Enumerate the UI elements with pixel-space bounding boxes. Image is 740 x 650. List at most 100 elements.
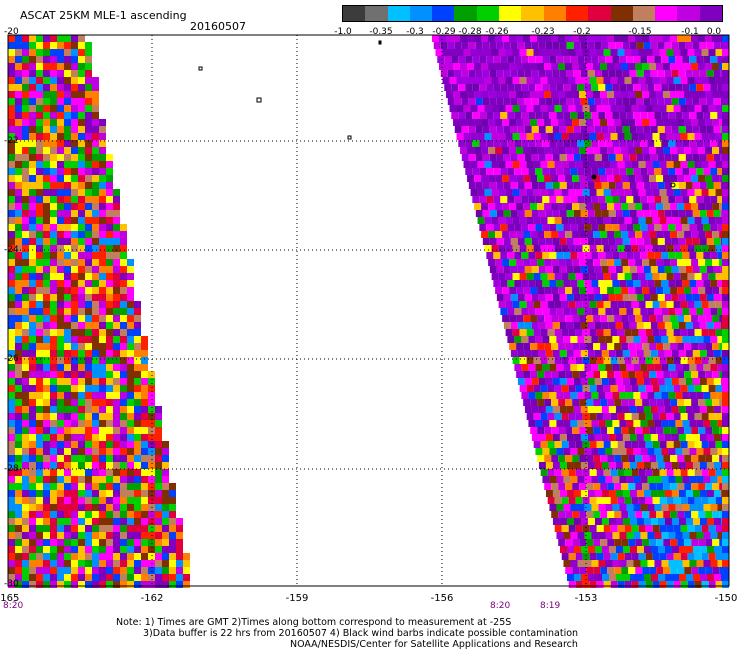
swath-cell	[530, 203, 538, 210]
swath-cell	[15, 364, 22, 371]
swath-cell	[141, 574, 148, 581]
swath-cell	[640, 364, 648, 371]
swath-cell	[538, 70, 546, 77]
swath-cell	[43, 98, 50, 105]
swath-cell	[64, 399, 71, 406]
swath-cell	[113, 273, 120, 280]
swath-cell	[636, 518, 644, 525]
swath-cell	[703, 252, 711, 259]
swath-cell	[615, 294, 623, 301]
swath-cell	[169, 518, 176, 525]
swath-cell	[563, 336, 571, 343]
swath-cell	[671, 238, 679, 245]
swath-cell	[64, 448, 71, 455]
swath-cell	[656, 259, 664, 266]
swath-cell	[638, 497, 646, 504]
swath-cell	[50, 70, 57, 77]
swath-cell	[586, 231, 594, 238]
swath-cell	[29, 294, 36, 301]
swath-cell	[612, 504, 620, 511]
swath-cell	[663, 511, 671, 518]
swath-cell	[624, 77, 632, 84]
swath-cell	[596, 469, 604, 476]
swath-cell	[619, 532, 627, 539]
swath-cell	[50, 266, 57, 273]
swath-cell	[512, 301, 520, 308]
swath-cell	[78, 77, 85, 84]
swath-cell	[671, 490, 679, 497]
swath-cell	[8, 203, 15, 210]
swath-cell	[689, 252, 697, 259]
swath-cell	[29, 168, 36, 175]
swath-cell	[685, 294, 693, 301]
swath-cell	[113, 392, 120, 399]
swath-cell	[120, 462, 127, 469]
swath-cell	[92, 434, 99, 441]
swath-cell	[577, 224, 585, 231]
swath-cell	[566, 238, 574, 245]
swath-cell	[694, 525, 702, 532]
swath-cell	[545, 182, 553, 189]
swath-cell	[71, 77, 78, 84]
swath-cell	[691, 567, 699, 574]
swath-cell	[85, 196, 92, 203]
swath-cell	[78, 266, 85, 273]
swath-cell	[615, 406, 623, 413]
swath-cell	[684, 259, 692, 266]
swath-cell	[664, 182, 672, 189]
swath-cell	[509, 259, 517, 266]
swath-cell	[92, 119, 99, 126]
swath-cell	[582, 525, 590, 532]
swath-cell	[8, 196, 15, 203]
swath-cell	[689, 364, 697, 371]
swath-cell	[440, 70, 448, 77]
swath-cell	[577, 448, 585, 455]
swath-cell	[689, 224, 697, 231]
swath-cell	[92, 518, 99, 525]
swath-cell	[50, 287, 57, 294]
swath-cell	[615, 322, 623, 329]
swath-cell	[668, 196, 676, 203]
swath-cell	[605, 252, 613, 259]
swath-cell	[708, 581, 716, 588]
swath-cell	[668, 448, 676, 455]
swath-cell	[617, 273, 625, 280]
swath-cell	[461, 154, 469, 161]
swath-cell	[610, 441, 618, 448]
swath-cell	[29, 182, 36, 189]
swath-cell	[71, 98, 78, 105]
swath-cell	[148, 455, 155, 462]
swath-cell	[638, 329, 646, 336]
swath-cell	[589, 133, 597, 140]
swath-cell	[684, 455, 692, 462]
swath-cell	[659, 413, 667, 420]
color-scale-swatch	[499, 6, 522, 21]
swath-cell	[148, 567, 155, 574]
swath-cell	[670, 119, 678, 126]
swath-cell	[92, 553, 99, 560]
swath-cell	[432, 35, 439, 42]
swath-cell	[717, 336, 725, 343]
swath-cell	[43, 357, 50, 364]
swath-cell	[705, 455, 713, 462]
swath-cell	[113, 455, 120, 462]
swath-cell	[649, 539, 657, 546]
swath-cell	[551, 259, 559, 266]
swath-cell	[570, 448, 578, 455]
swath-cell	[22, 168, 29, 175]
swath-cell	[545, 154, 553, 161]
swath-cell	[575, 245, 583, 252]
swath-cell	[141, 448, 148, 455]
swath-cell	[15, 511, 22, 518]
swath-cell	[661, 168, 669, 175]
swath-cell	[684, 315, 692, 322]
swath-cell	[694, 469, 702, 476]
swath-cell	[15, 77, 22, 84]
swath-cell	[92, 126, 99, 133]
swath-cell	[561, 49, 569, 56]
swath-cell	[605, 140, 613, 147]
swath-cell	[694, 49, 702, 56]
swath-cell	[531, 266, 539, 273]
swath-cell	[92, 581, 99, 588]
swath-cell	[596, 273, 604, 280]
